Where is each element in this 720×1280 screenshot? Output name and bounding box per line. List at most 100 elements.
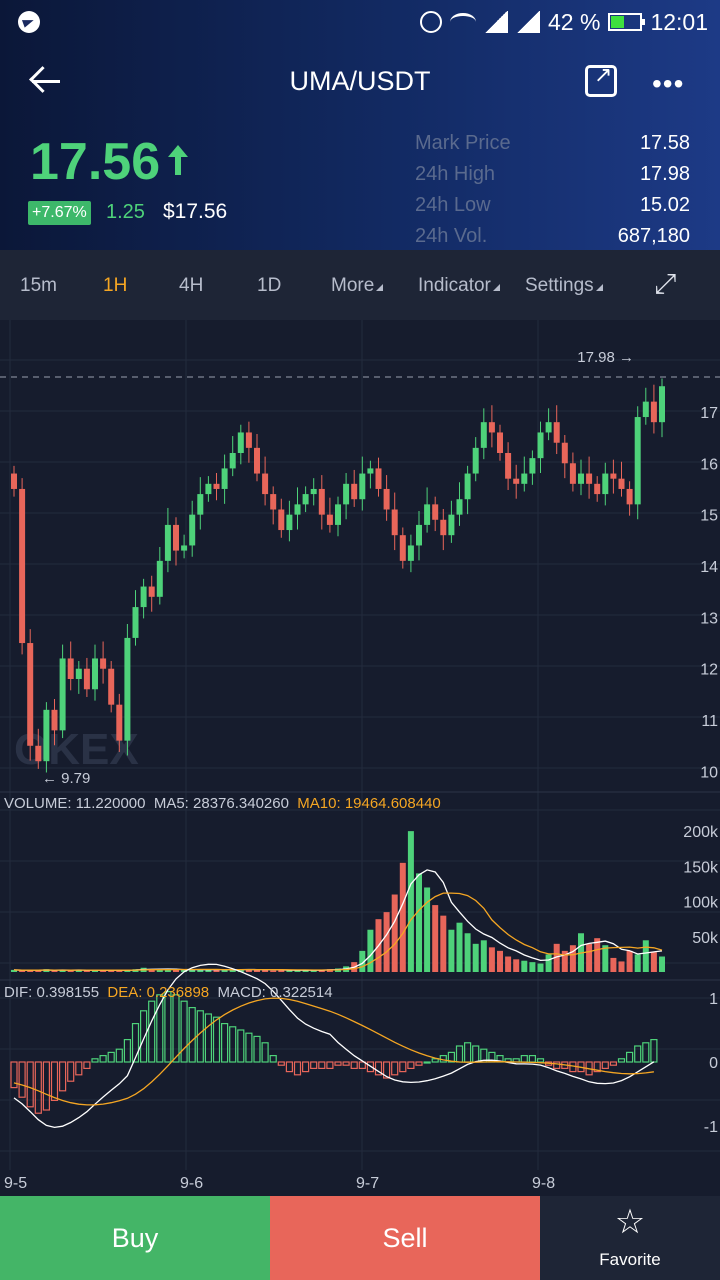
header-panel: 42 % 12:01 UMA/USDT ••• 17.56 +7.67% 1.2… [0, 0, 720, 250]
more-icon[interactable]: ••• [652, 68, 685, 99]
price-axis-label: 17 [700, 405, 718, 422]
candle-body [156, 560, 163, 597]
macd-hist-bar [196, 1010, 204, 1063]
volume-bar [262, 969, 269, 972]
candle-body [229, 453, 236, 469]
stat-row: 24h Low 15.02 [415, 194, 690, 225]
macd-hist-bar [350, 1061, 358, 1070]
macd-dea: DEA: 0.236898 [107, 984, 210, 1001]
candle-body [100, 658, 107, 669]
candle-body [659, 386, 665, 423]
dropdown-triangle-icon [492, 284, 500, 291]
candle-body [164, 524, 171, 561]
macd-legend: DIF: 0.398155 DEA: 0.236898 MACD: 0.3225… [4, 984, 333, 1001]
indicator-dropdown[interactable]: Indicator [418, 275, 500, 297]
fullscreen-icon[interactable] [654, 268, 680, 301]
candle-body [43, 709, 50, 762]
macd-hist-bar [642, 1042, 650, 1063]
settings-dropdown[interactable]: Settings [525, 275, 603, 297]
macd-hist-bar [358, 1061, 366, 1070]
macd-hist-bar [472, 1045, 480, 1063]
candle-body [189, 514, 196, 546]
volume-bar [464, 933, 471, 972]
volume-bar [650, 952, 657, 972]
macd-hist-bar [302, 1061, 310, 1073]
volume-bar [407, 831, 414, 972]
pair-title: UMA/USDT [289, 66, 431, 96]
macd-dif: DIF: 0.398155 [4, 984, 100, 1001]
macd-hist-bar [188, 1006, 196, 1063]
macd-hist-bar [261, 1042, 269, 1063]
candle-body [83, 668, 90, 690]
macd-hist-bar [115, 1048, 123, 1063]
candle-body [262, 473, 269, 495]
candle-body [359, 473, 366, 500]
buy-button[interactable]: Buy [0, 1196, 270, 1280]
macd-hist-bar [18, 1061, 26, 1098]
price-axis-label: 16 [700, 456, 718, 473]
volume-bar [100, 970, 107, 972]
more-dropdown[interactable]: More [331, 275, 384, 297]
time-axis-label: 9-6 [180, 1175, 203, 1192]
candle-body [448, 514, 455, 536]
volume-bar [148, 969, 155, 972]
price-axis-label: 12 [700, 662, 718, 679]
stat-value: 15.02 [639, 194, 690, 216]
tab-4h[interactable]: 4H [179, 275, 204, 296]
volume-bar [488, 947, 495, 972]
stat-label: 24h High [415, 163, 496, 185]
candle-body [213, 483, 220, 489]
volume-bar [610, 957, 617, 972]
candle-body [140, 586, 147, 608]
macd-hist-bar [26, 1061, 34, 1108]
settings-label: Settings [525, 275, 594, 296]
tab-1h[interactable]: 1H [103, 275, 128, 296]
volume-bar [197, 969, 204, 972]
candle-body [294, 504, 301, 515]
volume-bar [626, 950, 633, 972]
macd-hist-bar [172, 994, 180, 1063]
candle-body [440, 519, 447, 536]
macd-hist-bar [83, 1061, 91, 1070]
sell-button[interactable]: Sell [270, 1196, 540, 1280]
volume-bar [51, 970, 58, 972]
tab-15m[interactable]: 15m [20, 275, 57, 296]
volume-bar [294, 969, 301, 972]
volume-bar [367, 929, 374, 972]
candle-body [92, 658, 98, 690]
share-icon[interactable] [585, 62, 617, 97]
candle-body [424, 504, 431, 525]
candle-body [51, 709, 58, 731]
candle-body [278, 509, 285, 531]
candle-body [116, 704, 123, 741]
volume-axis-label: 200k [683, 824, 719, 841]
favorite-button[interactable]: ☆ Favorite [540, 1196, 720, 1280]
volume-bar [642, 940, 649, 972]
volume-bar [561, 950, 568, 972]
candle-body [488, 422, 495, 433]
macd-hist-bar [293, 1061, 302, 1076]
candle-body [537, 432, 544, 459]
candle-body [67, 658, 74, 679]
volume-bar [237, 969, 244, 972]
candle-body [561, 442, 568, 464]
tab-1d[interactable]: 1D [257, 275, 282, 296]
candle-body [497, 432, 503, 453]
macd-hist-bar [609, 1061, 618, 1066]
volume-legend: VOLUME: 11.220000 MA5: 28376.340260 MA10… [4, 795, 441, 812]
stat-label: Mark Price [415, 132, 511, 154]
volume-bar [229, 969, 236, 972]
volume-bar [448, 929, 455, 972]
candle-body [391, 509, 398, 536]
candle-body [513, 478, 520, 484]
macd-hist-bar [99, 1054, 107, 1063]
volume-bar [513, 959, 520, 972]
back-arrow-icon[interactable] [28, 64, 62, 98]
candle-body [132, 607, 139, 638]
candle-body [650, 401, 657, 423]
price-axis-label: 13 [700, 610, 718, 627]
stat-row: 24h High 17.98 [415, 163, 690, 194]
stat-row: Mark Price 17.58 [415, 132, 690, 163]
chart-area[interactable]: OKEX 17 16 15 14 13 12 11 10 17.98 → ← 9.79 200k 150… [0, 320, 720, 1195]
